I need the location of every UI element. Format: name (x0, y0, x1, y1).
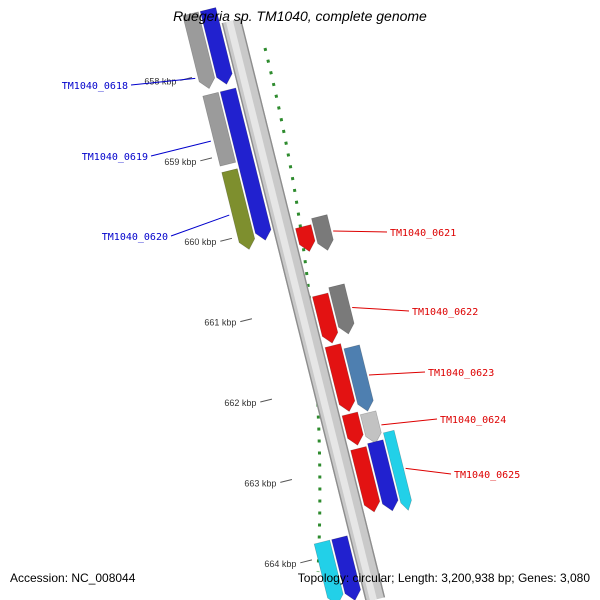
gene-arrow-TM1040_0624[interactable] (359, 410, 383, 445)
gene-label[interactable]: TM1040_0623 (428, 368, 494, 379)
gene-annotations: TM1040_0618 TM1040_0619 TM1040_0620 TM1040_… (62, 77, 520, 481)
ruler-tick (300, 559, 313, 564)
gene-label-leader (150, 140, 211, 157)
gene-arrow-segment-bottom-blue[interactable] (331, 535, 363, 600)
ruler-tick (220, 237, 233, 242)
gene-arrow-TM1040_0623[interactable] (343, 344, 376, 413)
gene-arrow-TM1040_0618[interactable] (199, 7, 234, 87)
gene-arrow-segment-bottom-cyan[interactable] (313, 539, 345, 600)
gene-arrow-segment-0618-gene[interactable] (182, 11, 217, 91)
ruler-tick-label: 664 kbp (264, 559, 296, 569)
ruler-tick (280, 479, 293, 483)
gene-label-leader (130, 77, 196, 86)
genome-backbone-edge (221, 22, 368, 600)
gene-arrow-TM1040_0619[interactable] (219, 87, 273, 242)
gene-label-leader (352, 306, 410, 312)
ruler-tick-label: 662 kbp (224, 398, 256, 408)
ruler-tick (200, 157, 213, 162)
gene-label[interactable]: TM1040_0622 (412, 307, 478, 318)
gene-label-leader (405, 467, 452, 475)
gene-label[interactable]: TM1040_0624 (440, 415, 506, 426)
genome-track (182, 7, 413, 600)
gene-arrow-TM1040_0621-cds[interactable] (295, 224, 317, 254)
gene-arrow-TM1040_0625-cds[interactable] (350, 446, 382, 514)
gene-label[interactable]: TM1040_0625 (454, 470, 520, 481)
gene-arrow-TM1040_0625-outer[interactable] (383, 429, 413, 511)
ruler-tick (240, 318, 253, 323)
genome-backbone-highlight (226, 20, 377, 600)
gene-label-leader (368, 371, 426, 376)
gene-arrow-TM1040_0623-cds[interactable] (324, 343, 357, 414)
ruler-tick-label: 659 kbp (164, 157, 196, 167)
gene-arrow-TM1040_0622[interactable] (328, 283, 357, 336)
genome-backbone-edge (239, 18, 386, 598)
ruler-tick-label: 658 kbp (144, 76, 176, 86)
ruler-tick-label: 660 kbp (184, 237, 216, 247)
map-title: Ruegeria sp. TM1040, complete genome (173, 8, 427, 24)
ruler-tick (260, 398, 273, 403)
gene-arrow-TM1040_0624-cds[interactable] (341, 411, 365, 447)
gene-arrow-TM1040_0620[interactable] (221, 168, 257, 252)
gene-label-leader (333, 230, 388, 233)
gene-arrow-TM1040_0622-cds[interactable] (312, 292, 340, 345)
gene-arrow-TM1040_0621[interactable] (311, 214, 336, 253)
gene-label[interactable]: TM1040_0620 (102, 232, 168, 243)
gene-label[interactable]: TM1040_0618 (62, 81, 128, 92)
gene-label[interactable]: TM1040_0621 (390, 228, 456, 239)
ruler-tick-label: 663 kbp (244, 478, 276, 488)
gene-label[interactable]: TM1040_0619 (82, 152, 148, 163)
ruler-tick-label: 661 kbp (204, 318, 236, 328)
gene-label-leader (170, 214, 230, 237)
gene-arrow-TM1040_0625[interactable] (367, 439, 401, 513)
gene-arrow-segment-0619-gene[interactable] (202, 91, 237, 167)
gene-label-leader (381, 418, 438, 426)
